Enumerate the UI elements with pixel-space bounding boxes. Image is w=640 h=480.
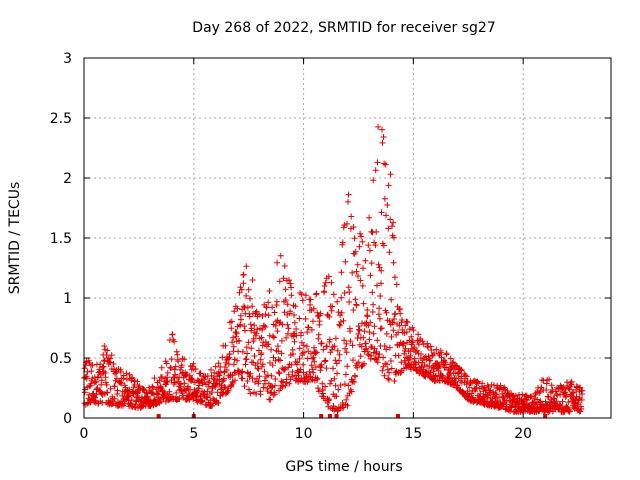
x-tick-label: 10 [295, 426, 313, 442]
y-axis-label: SRMTID / TECUs [7, 182, 23, 295]
y-tick-label: 2 [63, 171, 72, 187]
zero-data-point [543, 414, 547, 418]
chart-title: Day 268 of 2022, SRMTID for receiver sg2… [192, 20, 495, 36]
x-tick-label: 0 [80, 426, 89, 442]
scatter-chart: 0 5 10 15 20 0 0.5 1 1.5 2 2.5 3 Day 268 of 2022, … [0, 0, 640, 480]
y-tick-label: 1.5 [50, 231, 72, 247]
zero-data-point [335, 414, 339, 418]
zero-data-point [328, 414, 332, 418]
y-tick-label: 3 [63, 51, 72, 67]
x-tick-label: 5 [189, 426, 198, 442]
x-tick-label: 15 [404, 426, 422, 442]
y-tick-label: 0 [63, 411, 72, 427]
zero-data-point [319, 414, 323, 418]
y-tick-label: 1 [63, 291, 72, 307]
x-tick-label: 20 [514, 426, 532, 442]
x-axis-label: GPS time / hours [285, 459, 402, 475]
zero-data-point [157, 414, 161, 418]
zero-data-point [396, 414, 400, 418]
y-tick-label: 0.5 [50, 351, 72, 367]
y-tick-label: 2.5 [50, 111, 72, 127]
